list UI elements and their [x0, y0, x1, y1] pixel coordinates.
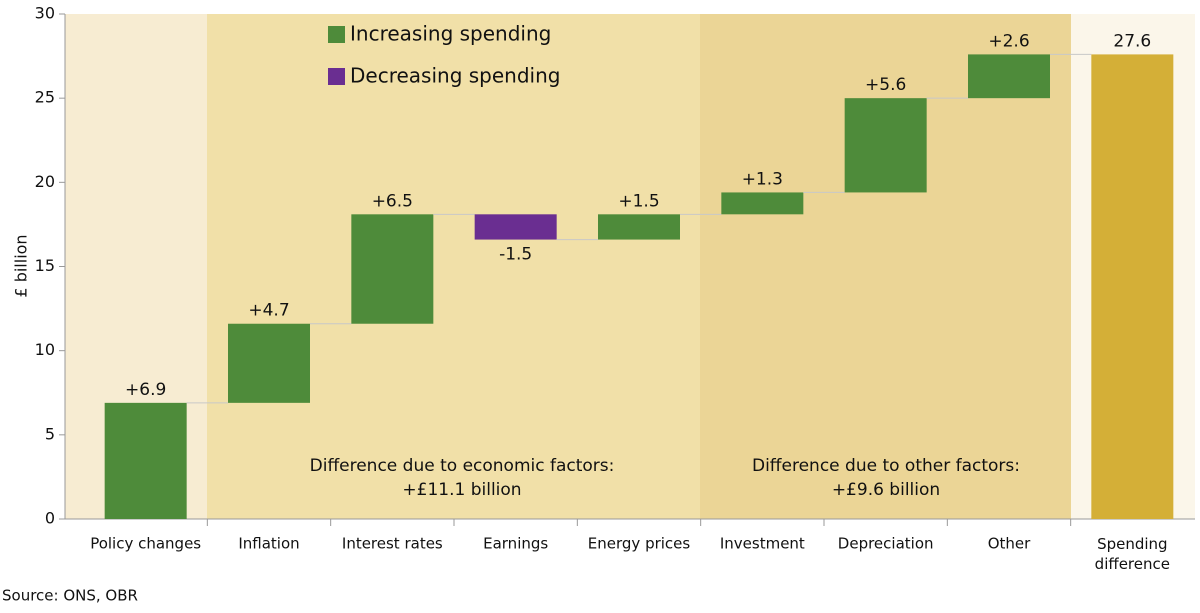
x-tick-label: Energy prices — [588, 535, 691, 553]
x-tick-label: Policy changes — [90, 535, 201, 553]
annotation: Difference due to economic factors: — [310, 456, 615, 476]
y-tick-label: 15 — [35, 256, 55, 275]
bar — [228, 323, 310, 403]
value-label: +2.6 — [988, 31, 1029, 51]
bar — [598, 214, 680, 240]
x-tick-label: Inflation — [238, 535, 299, 553]
value-label: +1.5 — [618, 191, 659, 211]
legend-label: Increasing spending — [350, 22, 551, 46]
annotation: +£9.6 billion — [832, 480, 940, 500]
value-label: +1.3 — [742, 169, 783, 189]
annotation: +£11.1 billion — [402, 480, 521, 500]
x-tick-label: Earnings — [483, 535, 548, 553]
value-label: -1.5 — [499, 245, 532, 265]
y-tick-label: 30 — [35, 4, 55, 23]
value-label: +4.7 — [248, 301, 289, 321]
bar — [968, 54, 1050, 99]
bar — [474, 214, 557, 240]
bar — [721, 192, 804, 215]
y-tick-label: 20 — [35, 172, 55, 191]
y-tick-label: 10 — [35, 340, 55, 359]
legend-label: Decreasing spending — [350, 64, 560, 88]
bar — [844, 98, 927, 193]
y-axis-label: £ billion — [12, 234, 31, 297]
region-economic — [207, 14, 700, 519]
legend-swatch — [328, 68, 345, 85]
value-label: +6.9 — [125, 380, 166, 400]
value-label: +5.6 — [865, 75, 906, 95]
x-tick-label: Spending difference — [1095, 535, 1170, 573]
y-tick-label: 0 — [45, 509, 55, 528]
x-tick-label: Interest rates — [342, 535, 443, 553]
annotation: Difference due to other factors: — [752, 456, 1020, 476]
legend-swatch — [328, 26, 345, 43]
value-label: 27.6 — [1113, 31, 1151, 51]
y-tick-label: 25 — [35, 88, 55, 107]
bar — [351, 214, 434, 324]
x-tick-label: Investment — [720, 535, 805, 553]
value-label: +6.5 — [372, 191, 413, 211]
x-tick-label: Other — [988, 535, 1031, 553]
bar — [1091, 54, 1174, 520]
source: Source: ONS, OBR — [2, 587, 138, 605]
x-tick-label: Depreciation — [838, 535, 934, 553]
y-tick-label: 5 — [45, 424, 55, 443]
bar — [104, 402, 187, 519]
